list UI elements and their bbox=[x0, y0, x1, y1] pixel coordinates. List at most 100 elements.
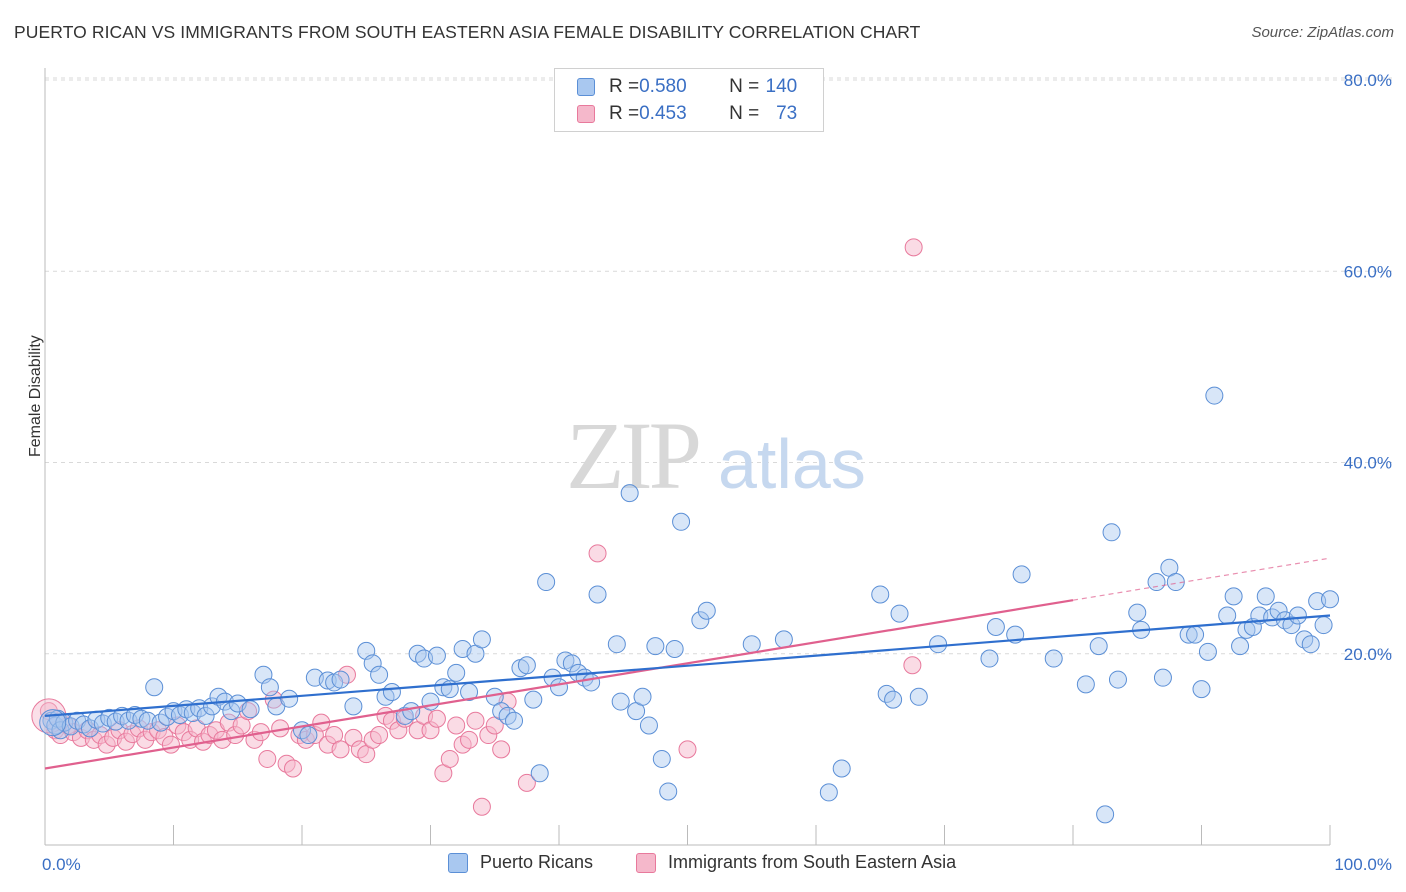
data-point-puerto-ricans bbox=[550, 678, 568, 697]
data-point-puerto-ricans bbox=[1012, 565, 1031, 584]
legend-r-value: 0.580 bbox=[639, 76, 687, 97]
data-point-puerto-ricans bbox=[145, 678, 164, 697]
legend-swatch-pink bbox=[636, 852, 656, 873]
data-point-puerto-ricans bbox=[1044, 649, 1063, 668]
legend-n-label: N = bbox=[729, 103, 760, 124]
legend-label-immigrants: Immigrants from South Eastern Asia bbox=[668, 852, 957, 872]
data-point-puerto-ricans bbox=[562, 654, 581, 673]
legend-label-puerto-ricans: Puerto Ricans bbox=[480, 852, 594, 872]
data-point-puerto-ricans bbox=[1186, 625, 1205, 644]
data-point-immigrants bbox=[466, 711, 485, 730]
data-point-puerto-ricans bbox=[986, 617, 1005, 636]
data-point-immigrants bbox=[904, 238, 923, 257]
data-point-puerto-ricans bbox=[1192, 680, 1211, 699]
data-point-puerto-ricans bbox=[370, 665, 389, 684]
data-point-puerto-ricans bbox=[530, 764, 549, 783]
data-point-puerto-ricans bbox=[344, 697, 363, 716]
series-legend: Puerto Ricans Immigrants from South East… bbox=[0, 852, 1406, 878]
legend-row-puerto-ricans: R = 0.580 N = 140 bbox=[577, 75, 797, 99]
data-point-puerto-ricans bbox=[1205, 386, 1224, 405]
watermark-zip: ZIP bbox=[566, 402, 699, 509]
trend-line-puerto-ricans bbox=[44, 614, 1331, 718]
series-puerto-ricans-points bbox=[39, 386, 1339, 824]
watermark-atlas: atlas bbox=[718, 425, 866, 503]
legend-item-immigrants: Immigrants from South Eastern Asia bbox=[636, 852, 956, 873]
data-point-puerto-ricans bbox=[427, 646, 446, 665]
data-point-puerto-ricans bbox=[331, 670, 350, 689]
data-point-puerto-ricans bbox=[1153, 668, 1172, 687]
data-point-immigrants bbox=[440, 749, 459, 768]
data-point-puerto-ricans bbox=[363, 654, 382, 673]
data-point-puerto-ricans bbox=[819, 783, 838, 802]
data-point-puerto-ricans bbox=[1108, 670, 1127, 689]
data-point-immigrants bbox=[472, 797, 491, 816]
data-point-immigrants bbox=[370, 726, 389, 745]
data-point-puerto-ricans bbox=[472, 630, 491, 649]
data-point-puerto-ricans bbox=[421, 692, 440, 711]
data-point-immigrants bbox=[492, 740, 511, 759]
data-point-puerto-ricans bbox=[260, 678, 279, 697]
data-point-puerto-ricans bbox=[582, 673, 601, 692]
legend-n-value: 73 bbox=[776, 103, 798, 124]
data-point-puerto-ricans bbox=[832, 759, 851, 778]
data-point-puerto-ricans bbox=[132, 709, 151, 728]
data-point-immigrants bbox=[678, 740, 697, 759]
data-point-puerto-ricans bbox=[1288, 606, 1307, 625]
x-tick-label: 0.0% bbox=[42, 855, 81, 874]
series-immigrants-points bbox=[31, 238, 923, 816]
data-point-immigrants bbox=[331, 740, 350, 759]
data-point-puerto-ricans bbox=[318, 671, 337, 690]
data-point-puerto-ricans bbox=[884, 690, 903, 709]
trend-line-immigrants bbox=[44, 599, 1074, 770]
data-point-puerto-ricans bbox=[1314, 616, 1333, 635]
data-point-immigrants bbox=[161, 735, 180, 754]
data-point-immigrants bbox=[903, 656, 922, 675]
data-point-puerto-ricans bbox=[1147, 573, 1166, 592]
data-point-immigrants bbox=[258, 749, 277, 768]
data-point-immigrants bbox=[284, 759, 303, 778]
data-point-puerto-ricans bbox=[1224, 587, 1243, 606]
tick-labels: 20.0% 40.0% 60.0% 80.0% 0.0% 100.0% bbox=[42, 71, 1392, 874]
data-point-puerto-ricans bbox=[1076, 675, 1095, 694]
data-point-puerto-ricans bbox=[633, 687, 652, 706]
legend-swatch-blue bbox=[448, 852, 468, 873]
y-tick-label: 60.0% bbox=[1344, 262, 1392, 281]
data-point-puerto-ricans bbox=[524, 690, 543, 709]
data-point-puerto-ricans bbox=[1102, 523, 1121, 542]
data-point-puerto-ricans bbox=[537, 573, 556, 592]
legend-item-puerto-ricans: Puerto Ricans bbox=[448, 852, 593, 873]
data-point-puerto-ricans bbox=[607, 635, 626, 654]
legend-r-label: R = bbox=[609, 103, 640, 124]
data-point-immigrants bbox=[517, 773, 536, 792]
data-point-puerto-ricans bbox=[382, 683, 401, 701]
data-point-puerto-ricans bbox=[774, 630, 793, 649]
data-point-puerto-ricans bbox=[1128, 603, 1147, 622]
data-point-puerto-ricans bbox=[1301, 635, 1320, 654]
data-point-puerto-ricans bbox=[652, 749, 671, 768]
data-point-puerto-ricans bbox=[909, 687, 928, 706]
data-point-puerto-ricans bbox=[517, 656, 536, 675]
chart-title: PUERTO RICAN VS IMMIGRANTS FROM SOUTH EA… bbox=[14, 22, 921, 42]
data-point-puerto-ricans bbox=[1198, 642, 1217, 661]
data-point-immigrants bbox=[447, 716, 466, 735]
data-point-puerto-ricans bbox=[1321, 590, 1339, 609]
data-point-puerto-ricans bbox=[697, 601, 716, 620]
data-point-puerto-ricans bbox=[280, 689, 299, 708]
data-point-immigrants bbox=[460, 730, 479, 749]
legend-r-value: 0.453 bbox=[639, 103, 687, 124]
data-point-puerto-ricans bbox=[646, 637, 665, 656]
data-point-puerto-ricans bbox=[1218, 606, 1237, 625]
data-point-puerto-ricans bbox=[588, 585, 607, 604]
trend-lines bbox=[44, 557, 1331, 770]
data-point-immigrants bbox=[427, 709, 446, 728]
y-tick-label: 40.0% bbox=[1344, 454, 1392, 473]
y-tick-label: 80.0% bbox=[1344, 71, 1392, 90]
data-point-puerto-ricans bbox=[299, 726, 318, 745]
data-point-puerto-ricans bbox=[890, 604, 909, 623]
data-point-puerto-ricans bbox=[1089, 637, 1108, 656]
legend-row-immigrants: R = 0.453 N = 73 bbox=[577, 102, 797, 126]
correlation-legend: R = 0.580 N = 140 R = 0.453 N = 73 bbox=[554, 68, 824, 132]
data-point-puerto-ricans bbox=[402, 702, 421, 721]
legend-n-label: N = bbox=[729, 76, 760, 97]
